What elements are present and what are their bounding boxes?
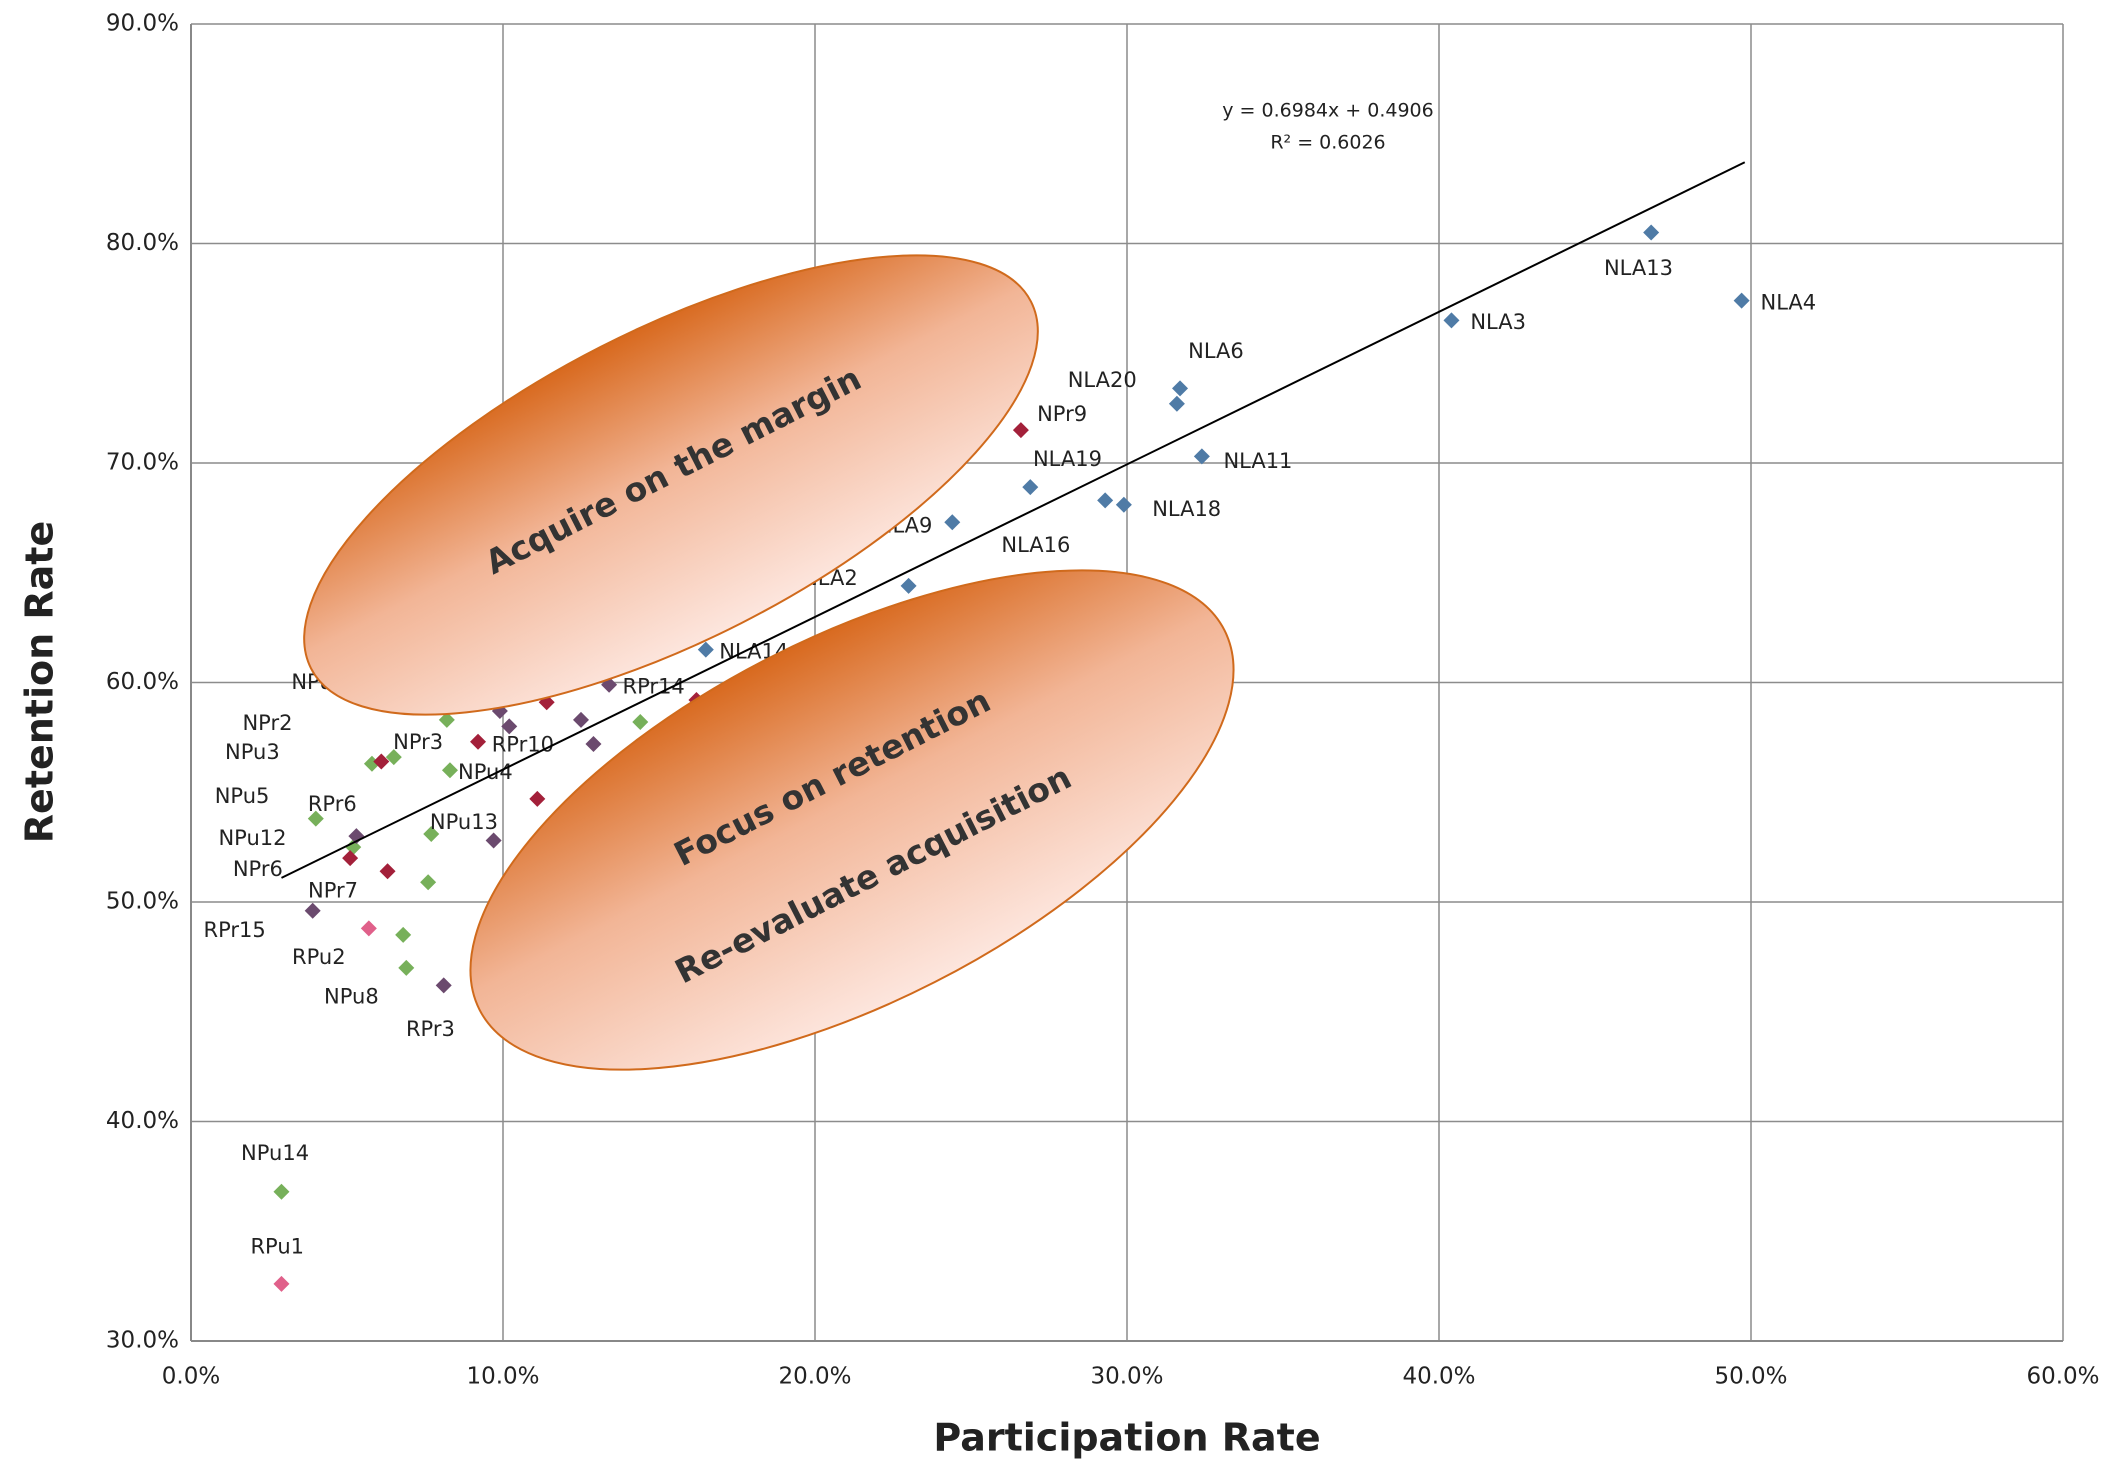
point-label: NLA4 [1761, 290, 1817, 314]
y-tick-label: 50.0% [106, 889, 179, 915]
point-label: RPr10 [492, 732, 554, 756]
x-tick-label: 50.0% [1714, 1364, 1787, 1390]
point-label: NPr9 [1037, 402, 1087, 426]
point [944, 514, 960, 530]
overlays: Acquire on the margin Focus on retention… [18, 100, 1434, 1460]
y-axis-title: Retention Rate [18, 521, 62, 843]
equation: y = 0.6984x + 0.4906 [1222, 100, 1433, 122]
point [1013, 422, 1029, 438]
point [442, 762, 458, 778]
point [420, 874, 436, 890]
point-label: NLA13 [1604, 256, 1673, 280]
point-label: NLA19 [1033, 447, 1102, 471]
point [632, 714, 648, 730]
chart: 30.0% 40.0% 50.0% 60.0% 70.0% 80.0% 90.0% 0.0% 1… [0, 0, 2114, 1465]
point [361, 920, 377, 936]
y-tick-label: 40.0% [106, 1108, 179, 1134]
point [1169, 396, 1185, 412]
point [395, 927, 411, 943]
point-label: RPr15 [203, 918, 265, 942]
point [1097, 492, 1113, 508]
point-label: NPr2 [242, 711, 292, 735]
point [1643, 225, 1659, 241]
point [901, 578, 917, 594]
point-label: NLA11 [1223, 449, 1292, 473]
point-label: NPu12 [218, 826, 286, 850]
point [1194, 448, 1210, 464]
y-tick-label: 30.0% [106, 1328, 179, 1354]
x-tick-label: 10.0% [466, 1364, 539, 1390]
x-tick-label: 30.0% [1090, 1364, 1163, 1390]
x-tick-label: 0.0% [162, 1364, 220, 1390]
point-label: NLA18 [1152, 497, 1221, 521]
point-label: NPu3 [225, 740, 280, 764]
point [486, 833, 502, 849]
point [273, 1276, 289, 1292]
point [398, 960, 414, 976]
point-label: RPr6 [308, 792, 357, 816]
point [436, 977, 452, 993]
x-tick-label: 60.0% [2026, 1364, 2099, 1390]
point-label: NLA3 [1470, 310, 1526, 334]
point-label: NPu8 [324, 985, 379, 1009]
point-label: NPr3 [393, 730, 443, 754]
point [1116, 497, 1132, 513]
point-label: NLA20 [1068, 368, 1137, 392]
r-squared: R² = 0.6026 [1270, 132, 1385, 154]
point-label: NPu5 [215, 784, 270, 808]
point [305, 903, 321, 919]
x-axis-title: Participation Rate [933, 1416, 1320, 1460]
point [273, 1184, 289, 1200]
point [1172, 380, 1188, 396]
point-label: RPu2 [292, 945, 346, 969]
point-label: NLA6 [1188, 339, 1244, 363]
point-label: RPu1 [250, 1235, 304, 1259]
point-label: NPr6 [233, 857, 283, 881]
point [1022, 479, 1038, 495]
point [573, 712, 589, 728]
point-label: NPu14 [241, 1141, 309, 1165]
point-label: RPr3 [406, 1017, 455, 1041]
point-label: NPu13 [430, 810, 498, 834]
point [529, 791, 545, 807]
point [1443, 312, 1459, 328]
y-tick-label: 70.0% [106, 450, 179, 476]
y-tick-label: 60.0% [106, 669, 179, 695]
point-label: NLA16 [1001, 533, 1070, 557]
point-label: NPr7 [308, 878, 358, 902]
y-tick-label: 90.0% [106, 11, 179, 37]
x-tick-label: 40.0% [1402, 1364, 1475, 1390]
x-tick-label: 20.0% [778, 1364, 851, 1390]
point [470, 734, 486, 750]
point [585, 736, 601, 752]
point-label: NPu4 [458, 760, 513, 784]
point [1734, 293, 1750, 309]
point [380, 863, 396, 879]
y-tick-label: 80.0% [106, 230, 179, 256]
